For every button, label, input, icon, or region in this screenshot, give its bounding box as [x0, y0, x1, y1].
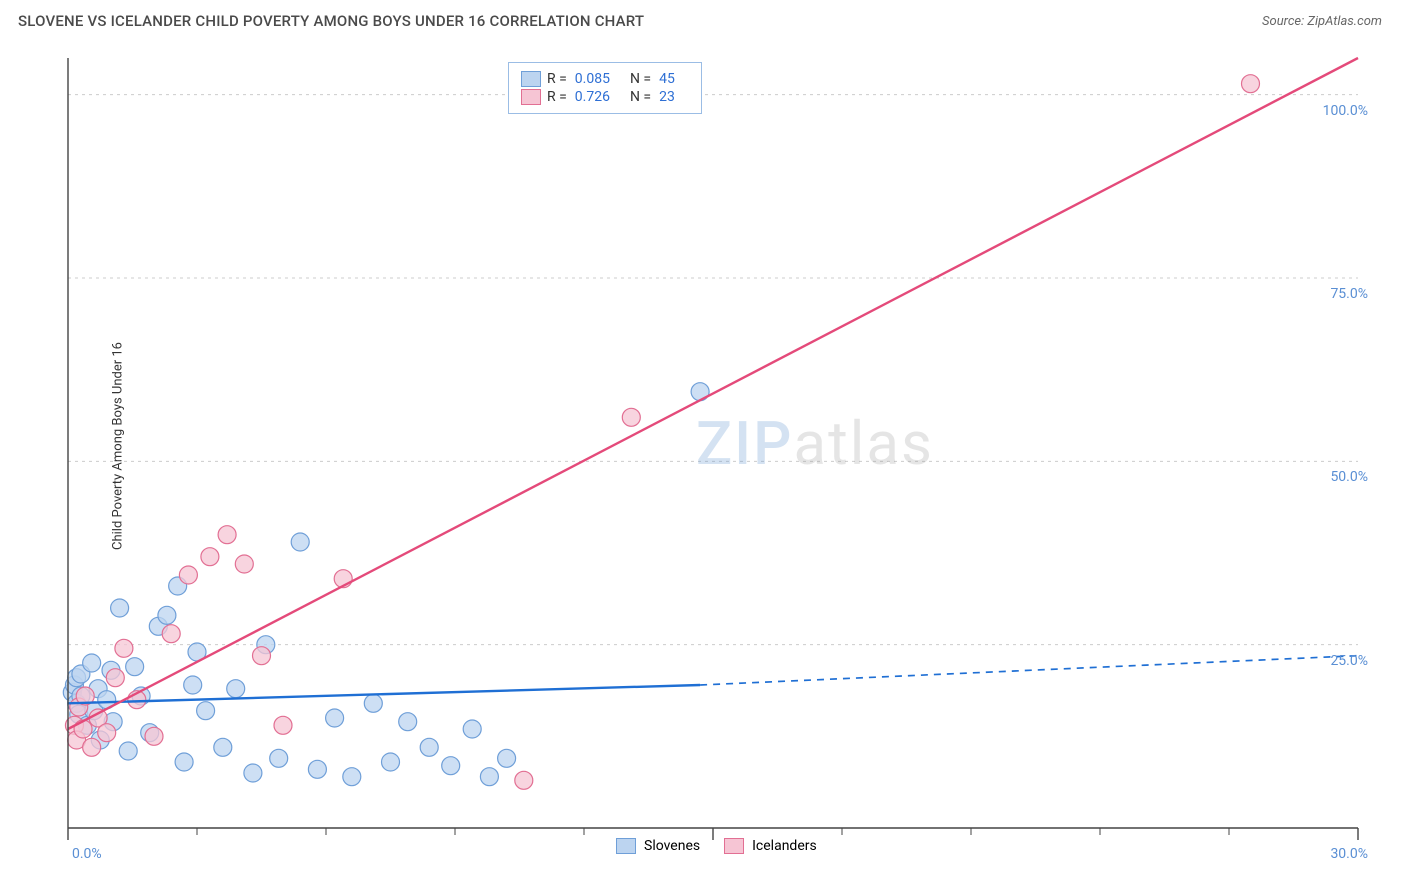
scatter-chart [56, 48, 1376, 846]
legend-swatch [616, 838, 636, 854]
legend-swatch [724, 838, 744, 854]
x-tick-label: 30.0% [1308, 846, 1368, 862]
y-tick-label: 25.0% [1298, 653, 1368, 669]
stats-legend: R = 0.085 N = 45 R = 0.726 N = 23 [508, 62, 702, 114]
r-value: 0.726 [575, 89, 610, 105]
n-value: 23 [659, 89, 675, 105]
stats-legend-row: R = 0.726 N = 23 [521, 89, 689, 105]
y-tick-label: 75.0% [1298, 286, 1368, 302]
legend-label: Icelanders [752, 838, 817, 854]
y-tick-label: 100.0% [1298, 103, 1368, 119]
chart-title: SLOVENE VS ICELANDER CHILD POVERTY AMONG… [18, 12, 644, 30]
chart-container: ZIPatlas R =0.085N =45R =0.726N =23 Slov… [56, 48, 1376, 838]
legend-item: Icelanders [724, 838, 817, 854]
series-legend: Slovenes Icelanders [616, 838, 817, 854]
source-attribution: Source: ZipAtlas.com [1262, 14, 1382, 29]
r-label: R = [547, 89, 567, 105]
y-tick-label: 50.0% [1298, 469, 1368, 485]
r-value: 0.085 [575, 71, 610, 87]
legend-item: Slovenes [616, 838, 700, 854]
legend-swatch [521, 89, 541, 105]
stats-legend-row: R = 0.085 N = 45 [521, 71, 689, 87]
legend-label: Slovenes [644, 838, 700, 854]
r-label: R = [547, 71, 567, 87]
n-label: N = [630, 89, 651, 105]
legend-swatch [521, 71, 541, 87]
n-label: N = [630, 71, 651, 87]
x-tick-label: 0.0% [72, 846, 102, 862]
n-value: 45 [659, 71, 675, 87]
